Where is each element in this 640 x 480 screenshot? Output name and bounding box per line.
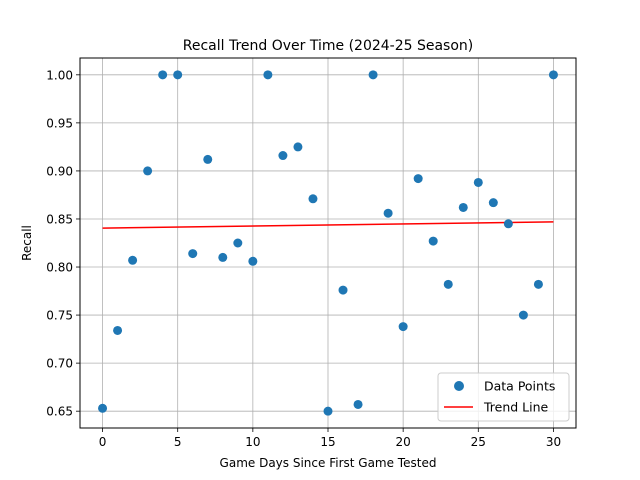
data-point — [308, 194, 318, 204]
data-point — [278, 151, 288, 161]
x-axis-ticks: 0 5 10 15 20 25 30 — [99, 428, 561, 449]
data-point — [128, 255, 138, 265]
legend-marker-data-points — [454, 381, 464, 391]
data-point — [518, 310, 528, 320]
x-tick-label: 5 — [174, 435, 182, 449]
chart-title: Recall Trend Over Time (2024-25 Season) — [183, 38, 474, 54]
data-point — [338, 285, 348, 295]
data-point — [218, 252, 228, 262]
data-point — [248, 256, 258, 266]
x-tick-label: 10 — [245, 435, 260, 449]
data-point — [203, 154, 213, 164]
data-point — [323, 406, 333, 416]
legend-box — [437, 372, 570, 422]
y-tick-label: 0.90 — [46, 164, 73, 178]
data-point — [533, 279, 543, 289]
data-point — [113, 325, 123, 335]
data-point — [293, 142, 303, 152]
data-point — [383, 208, 393, 218]
y-tick-label: 0.75 — [46, 309, 73, 323]
data-point — [233, 238, 243, 248]
data-point — [443, 279, 453, 289]
y-tick-label: 0.95 — [46, 116, 73, 130]
y-tick-label: 0.80 — [46, 261, 73, 275]
data-point — [458, 202, 468, 212]
data-point — [473, 177, 483, 187]
data-point — [188, 249, 198, 259]
x-axis-label: Game Days Since First Game Tested — [220, 456, 437, 470]
y-axis-ticks: 0.65 0.70 0.75 0.80 0.85 0.90 0.95 1.00 — [46, 68, 80, 419]
trend-line — [102, 221, 554, 229]
y-tick-label: 0.65 — [46, 405, 73, 419]
y-tick-label: 1.00 — [46, 68, 73, 82]
y-axis-label: Recall — [20, 225, 34, 261]
y-tick-label: 0.70 — [46, 357, 73, 371]
y-tick-label: 0.85 — [46, 212, 73, 226]
legend: Data Points Trend Line — [437, 372, 570, 422]
data-point — [413, 174, 423, 184]
data-point — [548, 70, 558, 80]
x-tick-label: 25 — [471, 435, 486, 449]
grid-lines — [80, 58, 576, 428]
legend-label-data-points: Data Points — [484, 379, 555, 394]
data-point — [98, 403, 108, 413]
data-point — [488, 198, 498, 208]
data-point — [368, 70, 378, 80]
trend-line-layer — [102, 221, 554, 229]
data-point — [353, 399, 363, 409]
data-point — [173, 70, 183, 80]
data-point — [398, 322, 408, 332]
data-point — [428, 236, 438, 246]
x-tick-label: 30 — [546, 435, 561, 449]
data-points-layer — [98, 70, 558, 416]
x-tick-label: 0 — [99, 435, 107, 449]
data-point — [263, 70, 273, 80]
x-tick-label: 15 — [320, 435, 335, 449]
x-tick-label: 20 — [396, 435, 411, 449]
legend-label-trend-line: Trend Line — [483, 400, 549, 415]
data-point — [143, 166, 153, 176]
data-point — [503, 219, 513, 229]
data-point — [158, 70, 168, 80]
